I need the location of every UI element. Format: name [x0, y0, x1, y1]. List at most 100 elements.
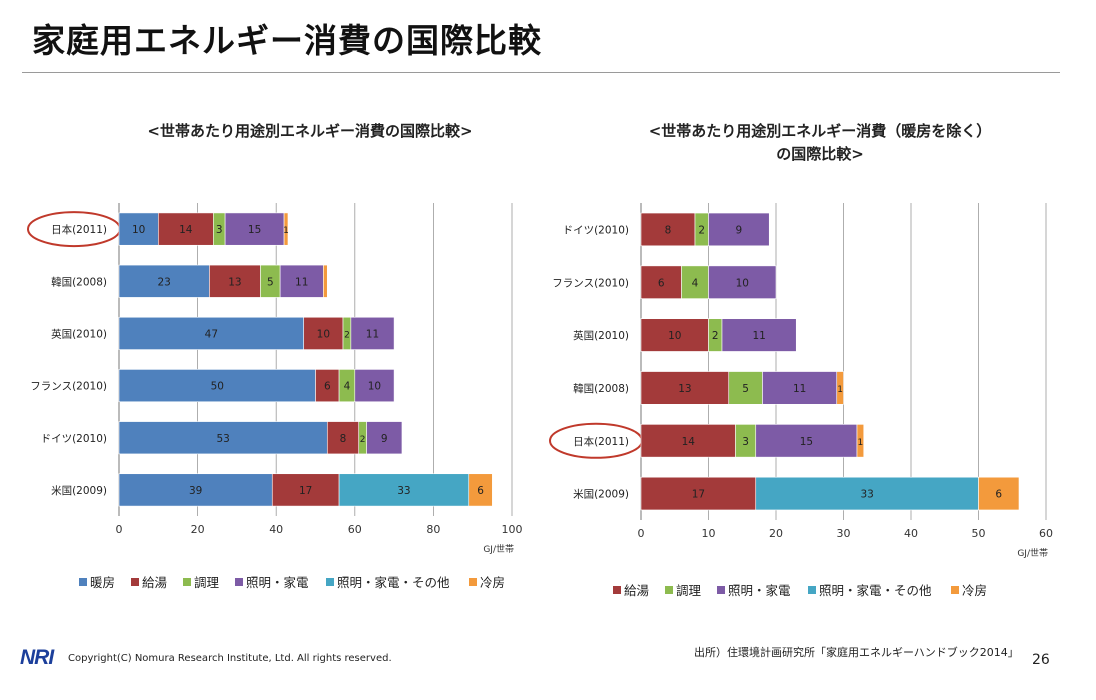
- x-tick-label: 50: [972, 527, 986, 540]
- data-label: 11: [295, 276, 308, 288]
- data-label: 10: [736, 277, 749, 289]
- title-divider: [22, 72, 1060, 73]
- x-tick-label: 80: [426, 523, 440, 536]
- chart-right-energy-excluding-heating: 0 10 20 30 40 50 60 GJ/世帯 ドイツ(2010) 8 2 9 フランス(2010)…: [549, 203, 1053, 598]
- legend-label: 照明・家電: [728, 583, 791, 598]
- data-label: 2: [360, 435, 366, 445]
- category-label: 日本(2011): [573, 435, 629, 448]
- legend-label: 調理: [194, 575, 220, 590]
- legend-swatch: [131, 578, 139, 586]
- bar-segment: [640, 476, 757, 511]
- bar-segment: [755, 424, 858, 458]
- legend-swatch: [951, 586, 959, 594]
- legend-label: 冷房: [480, 575, 505, 590]
- source-note: 出所）住環境計画研究所「家庭用エネルギーハンドブック2014」: [694, 646, 1019, 659]
- chart-left-energy-by-use: 0 20 40 60 80 100 GJ/世帯 日本(2011) 10 14 3 15 1 韓国(2008…: [27, 203, 523, 590]
- data-label: 6: [477, 485, 484, 497]
- data-label: 11: [793, 383, 806, 395]
- legend-swatch: [326, 578, 334, 586]
- x-tick-label: 20: [769, 527, 783, 540]
- data-label: 33: [397, 485, 410, 497]
- x-tick-label: 60: [348, 523, 362, 536]
- slide-title: 家庭用エネルギー消費の国際比較: [32, 21, 542, 60]
- x-axis-label: GJ/世帯: [483, 543, 514, 555]
- data-label: 10: [368, 381, 381, 393]
- page-number: 26: [1032, 652, 1050, 668]
- legend-label: 給湯: [142, 575, 167, 590]
- data-label: 23: [158, 276, 171, 288]
- data-label: 14: [179, 224, 193, 236]
- legend-label: 照明・家電: [246, 575, 309, 590]
- data-label: 4: [692, 277, 699, 289]
- legend-label: 照明・家電・その他: [819, 583, 932, 598]
- x-tick-label: 20: [191, 523, 205, 536]
- bar-segment: [354, 369, 395, 403]
- data-label: 1: [837, 385, 843, 395]
- data-label: 1: [858, 438, 864, 448]
- data-label: 15: [248, 224, 261, 236]
- legend-label: 冷房: [962, 583, 987, 598]
- category-label: フランス(2010): [552, 277, 629, 289]
- data-label: 3: [742, 436, 749, 448]
- category-label: 米国(2009): [573, 488, 629, 501]
- x-tick-label: 60: [1039, 527, 1053, 540]
- data-label: 15: [800, 436, 813, 448]
- legend-swatch: [613, 586, 621, 594]
- category-label: 韓国(2008): [573, 383, 629, 395]
- bar-segment: [468, 473, 493, 507]
- legend-label: 調理: [676, 583, 702, 598]
- legend-swatch: [717, 586, 725, 594]
- data-label: 10: [317, 328, 330, 340]
- data-label: 11: [366, 328, 379, 340]
- x-axis-label: GJ/世帯: [1017, 547, 1048, 559]
- legend-swatch: [665, 586, 673, 594]
- data-label: 17: [299, 485, 312, 497]
- bar-segment: [338, 473, 470, 507]
- data-label: 17: [692, 489, 705, 501]
- bar-segment: [118, 264, 210, 298]
- data-label: 1: [283, 226, 289, 236]
- legend-swatch: [183, 578, 191, 586]
- x-tick-label: 40: [269, 523, 283, 536]
- copyright-text: Copyright(C) Nomura Research Institute, …: [68, 653, 392, 664]
- x-tick-label: 10: [702, 527, 716, 540]
- data-label: 8: [340, 433, 347, 445]
- data-label: 50: [211, 381, 224, 393]
- bar-segment: [728, 371, 763, 405]
- data-label: 8: [665, 224, 672, 236]
- chart-left-title: <世帯あたり用途別エネルギー消費の国際比較>: [147, 122, 473, 140]
- data-label: 33: [860, 489, 873, 501]
- chart-right-title: <世帯あたり用途別エネルギー消費（暖房を除く） の国際比較>: [648, 122, 992, 163]
- data-label: 39: [189, 485, 202, 497]
- data-label: 2: [344, 330, 350, 340]
- legend-swatch: [808, 586, 816, 594]
- data-label: 5: [267, 276, 274, 288]
- data-label: 5: [742, 383, 749, 395]
- bar-segment: [224, 212, 285, 246]
- bar-segment: [326, 421, 360, 455]
- bar-segment: [836, 371, 844, 405]
- bar-segment: [283, 212, 289, 246]
- bar-segment: [303, 316, 344, 350]
- nri-logo: NRI: [20, 646, 54, 669]
- data-label: 6: [995, 489, 1002, 501]
- legend-label: 給湯: [624, 583, 649, 598]
- data-label: 13: [678, 383, 691, 395]
- bar-segment: [978, 476, 1020, 511]
- category-label: 米国(2009): [51, 484, 107, 497]
- category-label: ドイツ(2010): [41, 433, 107, 445]
- x-tick-label: 0: [638, 527, 645, 540]
- bar-segment: [640, 265, 682, 299]
- data-label: 3: [216, 224, 223, 236]
- category-label: フランス(2010): [30, 381, 107, 393]
- legend-swatch: [79, 578, 87, 586]
- data-label: 47: [205, 328, 218, 340]
- data-label: 10: [668, 330, 681, 342]
- bar-segment: [708, 212, 770, 247]
- data-label: 11: [752, 330, 765, 342]
- data-label: 9: [381, 433, 388, 445]
- data-label: 9: [736, 224, 743, 236]
- bar-segment: [640, 318, 709, 352]
- x-tick-label: 0: [116, 523, 123, 536]
- bar-segment: [271, 473, 340, 507]
